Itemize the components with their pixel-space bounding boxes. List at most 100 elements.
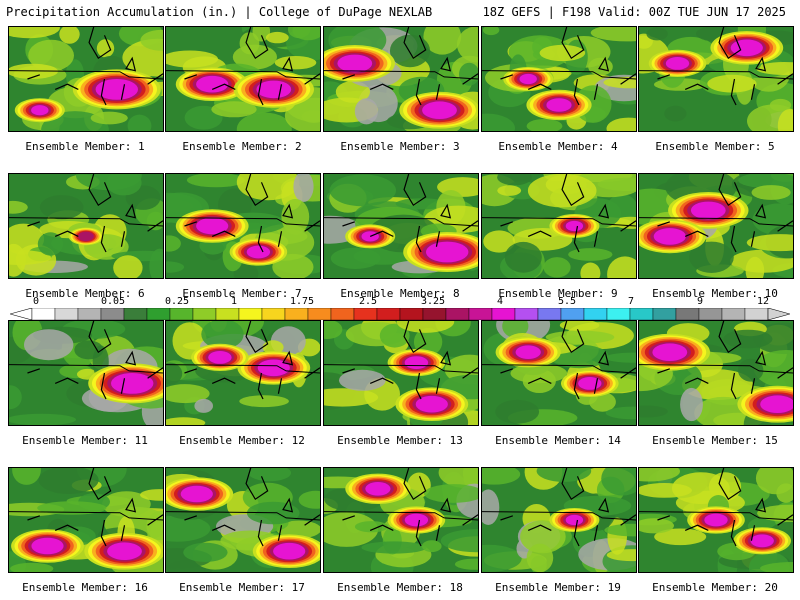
border-outline bbox=[639, 511, 793, 521]
border-outline bbox=[482, 217, 636, 227]
coastline-outline bbox=[500, 321, 636, 400]
colorbar-tick-label: 9 bbox=[696, 296, 704, 307]
coastline-outline bbox=[657, 174, 793, 253]
colorbar-swatch bbox=[146, 308, 171, 320]
precip-field-map bbox=[324, 174, 478, 278]
colorbar-swatch bbox=[721, 308, 746, 320]
ensemble-member-label: Ensemble Member: 8 bbox=[340, 287, 460, 300]
ensemble-member-label: Ensemble Member: 14 bbox=[495, 434, 621, 447]
ensemble-map-panel bbox=[481, 320, 637, 426]
ensemble-map-panel bbox=[638, 173, 794, 279]
border-outline bbox=[9, 511, 163, 521]
ensemble-map-panel bbox=[8, 173, 164, 279]
precip-field-map bbox=[166, 174, 320, 278]
coastline-outline bbox=[27, 174, 163, 253]
precip-field-map bbox=[9, 321, 163, 425]
ensemble-map-panel bbox=[8, 26, 164, 132]
precip-field-map bbox=[166, 27, 320, 131]
precip-field-map bbox=[9, 468, 163, 572]
ensemble-member-label: Ensemble Member: 5 bbox=[655, 140, 775, 153]
colorbar-swatch bbox=[422, 308, 447, 320]
ensemble-map-panel bbox=[323, 320, 479, 426]
coastline-outline bbox=[500, 174, 636, 253]
coastline-outline bbox=[657, 321, 793, 400]
colorbar-swatch bbox=[261, 308, 286, 320]
precip-field-map bbox=[639, 321, 793, 425]
colorbar-swatch bbox=[100, 308, 125, 320]
colorbar-tick-label: 0 bbox=[32, 296, 40, 307]
precip-field-map bbox=[324, 27, 478, 131]
colorbar-swatch bbox=[560, 308, 585, 320]
precip-field-map bbox=[482, 174, 636, 278]
precip-field-map bbox=[639, 27, 793, 131]
ensemble-member-label: Ensemble Member: 10 bbox=[652, 287, 778, 300]
colorbar-tick-label: 4 bbox=[496, 296, 504, 307]
ensemble-map-panel bbox=[165, 320, 321, 426]
coastline-outline bbox=[27, 468, 163, 547]
precip-field-map bbox=[482, 468, 636, 572]
colorbar-max-arrow bbox=[767, 308, 790, 320]
border-outline bbox=[166, 364, 320, 374]
colorbar-swatch bbox=[284, 308, 309, 320]
ensemble-member-label: Ensemble Member: 4 bbox=[498, 140, 618, 153]
colorbar-swatch bbox=[744, 308, 769, 320]
colorbar-swatch bbox=[629, 308, 654, 320]
coastline-outline bbox=[27, 27, 163, 106]
run-info: 18Z GEFS | F198 Valid: 00Z TUE JUN 17 20… bbox=[482, 5, 786, 19]
precip-field-map bbox=[324, 321, 478, 425]
colorbar-tick-label: 2.5 bbox=[358, 296, 378, 307]
colorbar-tick-label: 0.25 bbox=[164, 296, 190, 307]
ensemble-map-panel bbox=[165, 173, 321, 279]
ensemble-member-label: Ensemble Member: 6 bbox=[25, 287, 145, 300]
ensemble-member-label: Ensemble Member: 13 bbox=[337, 434, 463, 447]
border-outline bbox=[482, 70, 636, 80]
coastline-outline bbox=[184, 468, 320, 547]
ensemble-member-label: Ensemble Member: 15 bbox=[652, 434, 778, 447]
colorbar-tick-label: 0.05 bbox=[100, 296, 126, 307]
ensemble-map-panel bbox=[165, 26, 321, 132]
colorbar-swatch bbox=[583, 308, 608, 320]
ensemble-map-panel bbox=[481, 467, 637, 573]
border-outline bbox=[166, 70, 320, 80]
colorbar-swatch bbox=[77, 308, 102, 320]
colorbar-swatch bbox=[238, 308, 263, 320]
ensemble-map-panel bbox=[8, 467, 164, 573]
coastline-outline bbox=[184, 321, 320, 400]
colorbar-swatch bbox=[468, 308, 493, 320]
ensemble-member-label: Ensemble Member: 1 bbox=[25, 140, 145, 153]
ensemble-member-label: Ensemble Member: 7 bbox=[182, 287, 302, 300]
precip-field-map bbox=[9, 174, 163, 278]
ensemble-map-panel bbox=[638, 467, 794, 573]
coastline-outline bbox=[500, 468, 636, 547]
ensemble-map-panel bbox=[481, 173, 637, 279]
border-outline bbox=[324, 364, 478, 374]
precip-colorbar: 0 0.05 0.25 1 1.75 2.5 3.25 4 5.5 7 9 12 bbox=[10, 296, 790, 324]
precip-field-map bbox=[166, 468, 320, 572]
colorbar-swatch bbox=[353, 308, 378, 320]
precip-field-map bbox=[639, 468, 793, 572]
border-outline bbox=[639, 364, 793, 374]
colorbar-swatch bbox=[123, 308, 148, 320]
coastline-outline bbox=[27, 321, 163, 400]
colorbar-min-arrow bbox=[10, 308, 33, 320]
colorbar-swatch bbox=[330, 308, 355, 320]
ensemble-member-label: Ensemble Member: 19 bbox=[495, 581, 621, 594]
colorbar-swatch bbox=[169, 308, 194, 320]
ensemble-member-label: Ensemble Member: 11 bbox=[22, 434, 148, 447]
ensemble-map-panel bbox=[638, 320, 794, 426]
colorbar-tick-label: 5.5 bbox=[557, 296, 577, 307]
chart-title: Precipitation Accumulation (in.) | Colle… bbox=[6, 5, 433, 19]
colorbar-swatch bbox=[675, 308, 700, 320]
ensemble-map-panel bbox=[481, 26, 637, 132]
colorbar-swatch bbox=[192, 308, 217, 320]
colorbar-swatch bbox=[54, 308, 79, 320]
ensemble-member-label: Ensemble Member: 18 bbox=[337, 581, 463, 594]
coastline-outline bbox=[657, 27, 793, 106]
ensemble-member-label: Ensemble Member: 3 bbox=[340, 140, 460, 153]
ensemble-map-panel bbox=[638, 26, 794, 132]
coastline-outline bbox=[657, 468, 793, 547]
colorbar-swatch bbox=[399, 308, 424, 320]
border-outline bbox=[639, 70, 793, 80]
ensemble-member-label: Ensemble Member: 12 bbox=[179, 434, 305, 447]
border-outline bbox=[9, 217, 163, 227]
